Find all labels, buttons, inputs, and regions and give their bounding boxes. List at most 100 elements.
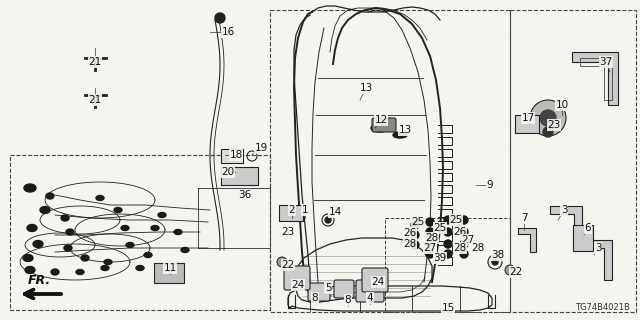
Circle shape <box>215 13 225 23</box>
Text: 13: 13 <box>398 125 412 135</box>
Text: 1: 1 <box>301 205 308 215</box>
Circle shape <box>426 218 434 226</box>
Ellipse shape <box>101 266 109 270</box>
Text: 38: 38 <box>492 250 504 260</box>
Circle shape <box>460 228 468 236</box>
Ellipse shape <box>23 254 33 261</box>
Polygon shape <box>550 206 582 246</box>
Ellipse shape <box>24 184 36 192</box>
Text: 8: 8 <box>345 295 351 305</box>
Polygon shape <box>572 52 618 105</box>
Circle shape <box>444 216 452 224</box>
Circle shape <box>460 250 468 258</box>
Text: 9: 9 <box>486 180 493 190</box>
Ellipse shape <box>121 226 129 230</box>
FancyBboxPatch shape <box>221 167 258 185</box>
Text: 25: 25 <box>412 217 424 227</box>
Circle shape <box>411 221 419 229</box>
Text: 8: 8 <box>312 293 318 303</box>
Ellipse shape <box>104 260 112 265</box>
Text: 28: 28 <box>472 243 484 253</box>
Text: 24: 24 <box>291 280 305 290</box>
Text: 17: 17 <box>522 113 534 123</box>
Text: 13: 13 <box>360 83 372 93</box>
Ellipse shape <box>371 124 389 132</box>
Text: 5: 5 <box>324 283 332 293</box>
Circle shape <box>325 217 331 223</box>
Text: 22: 22 <box>509 267 523 277</box>
Polygon shape <box>580 240 612 280</box>
Text: 26: 26 <box>403 228 417 238</box>
Circle shape <box>411 231 419 239</box>
Circle shape <box>411 241 419 249</box>
Ellipse shape <box>96 196 104 201</box>
Text: 16: 16 <box>221 27 235 37</box>
Text: 27: 27 <box>424 243 436 253</box>
Circle shape <box>444 250 452 258</box>
FancyBboxPatch shape <box>356 280 384 302</box>
Text: 28: 28 <box>426 233 438 243</box>
Circle shape <box>460 240 468 248</box>
Text: 28: 28 <box>403 239 417 249</box>
Ellipse shape <box>126 243 134 247</box>
Ellipse shape <box>144 252 152 258</box>
Text: 28: 28 <box>453 243 467 253</box>
FancyBboxPatch shape <box>221 149 243 163</box>
Circle shape <box>426 238 434 246</box>
Text: 19: 19 <box>254 143 268 153</box>
Ellipse shape <box>174 229 182 235</box>
Ellipse shape <box>40 206 50 213</box>
Ellipse shape <box>46 193 54 199</box>
Polygon shape <box>518 228 536 252</box>
Text: 22: 22 <box>282 260 294 270</box>
Text: 26: 26 <box>453 227 467 237</box>
FancyBboxPatch shape <box>334 280 354 298</box>
Text: 2: 2 <box>289 205 295 215</box>
Ellipse shape <box>27 225 37 231</box>
Circle shape <box>426 250 434 258</box>
Text: 25: 25 <box>449 215 463 225</box>
Text: 18: 18 <box>229 150 243 160</box>
Ellipse shape <box>161 266 169 270</box>
Ellipse shape <box>136 266 144 270</box>
FancyBboxPatch shape <box>515 115 539 133</box>
Text: 11: 11 <box>163 263 177 273</box>
Text: FR.: FR. <box>28 274 51 287</box>
Text: 21: 21 <box>88 57 102 67</box>
Ellipse shape <box>158 212 166 218</box>
Text: 25: 25 <box>433 223 447 233</box>
Text: 36: 36 <box>238 190 252 200</box>
Circle shape <box>530 100 566 136</box>
Circle shape <box>492 259 498 265</box>
Ellipse shape <box>181 247 189 252</box>
Circle shape <box>426 228 434 236</box>
Circle shape <box>540 110 556 126</box>
Text: 23: 23 <box>547 120 561 130</box>
Text: 27: 27 <box>461 235 475 245</box>
Text: 37: 37 <box>600 57 612 67</box>
FancyBboxPatch shape <box>372 118 396 132</box>
Text: 20: 20 <box>221 167 235 177</box>
Text: 14: 14 <box>328 207 342 217</box>
Circle shape <box>444 228 452 236</box>
Circle shape <box>505 265 515 275</box>
Text: 24: 24 <box>371 277 385 287</box>
Ellipse shape <box>76 269 84 275</box>
Circle shape <box>444 240 452 248</box>
Text: 15: 15 <box>442 303 454 313</box>
Ellipse shape <box>64 245 72 251</box>
FancyBboxPatch shape <box>308 283 330 301</box>
Text: 3: 3 <box>595 243 602 253</box>
Ellipse shape <box>66 229 74 235</box>
Text: 7: 7 <box>521 213 527 223</box>
Ellipse shape <box>393 132 407 138</box>
Text: 12: 12 <box>374 115 388 125</box>
Text: TG74B4021B: TG74B4021B <box>575 303 630 312</box>
Ellipse shape <box>151 226 159 230</box>
FancyBboxPatch shape <box>154 263 184 283</box>
Text: 6: 6 <box>585 223 591 233</box>
FancyBboxPatch shape <box>279 205 303 221</box>
Text: 3: 3 <box>561 205 567 215</box>
Ellipse shape <box>33 241 43 247</box>
FancyBboxPatch shape <box>573 225 593 251</box>
